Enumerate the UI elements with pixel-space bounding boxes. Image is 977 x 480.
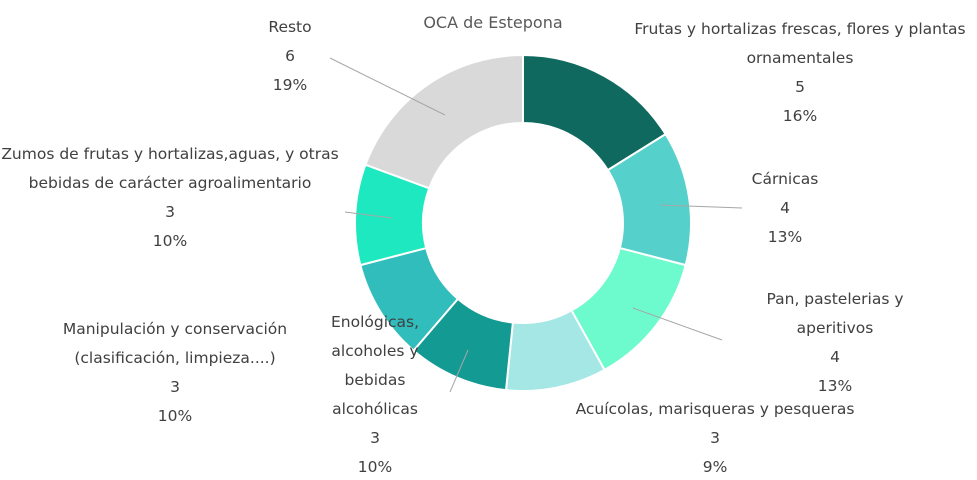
leader-line [344,211,393,219]
percent-label: 10% [157,407,193,425]
value-label: 5 [795,78,805,96]
value-label: 4 [780,199,790,217]
slice-label: Acuícolas, marisqueras y pesqueras 3 9% [530,395,900,480]
slice-label: Frutas y hortalizas frescas, flores y pl… [622,15,977,131]
percent-label: 9% [702,458,728,476]
slice-label: Pan, pastelerias y aperitivos 4 13% [735,285,935,401]
value-label: 3 [710,429,720,447]
percent-label: 13% [817,377,853,395]
chart-title: OCA de Estepona [423,13,563,32]
slice-label: Enológicas, alcoholes y bebidas alcohóli… [300,308,450,480]
value-label: 4 [830,348,840,366]
category-name: Frutas y hortalizas frescas, flores y pl… [634,20,966,67]
leader-line [659,204,743,209]
category-name: Manipulación y conservación (clasificaci… [62,320,288,367]
value-label: 3 [370,429,380,447]
value-label: 3 [170,378,180,396]
category-name: Zumos de frutas y hortalizas,aguas, y ot… [1,145,339,192]
category-name: Resto [268,18,312,36]
slice-label: Cárnicas 4 13% [715,165,855,252]
category-name: Enológicas, alcoholes y bebidas alcohóli… [330,313,420,418]
slice-label: Zumos de frutas y hortalizas,aguas, y ot… [0,140,340,256]
percent-label: 16% [782,107,818,125]
percent-label: 10% [357,458,393,476]
percent-label: 13% [767,228,803,246]
category-name: Pan, pastelerias y aperitivos [766,290,904,337]
slice-label: Resto 6 19% [245,13,335,100]
leader-line [329,57,446,116]
percent-label: 10% [152,232,188,250]
percent-label: 19% [272,76,308,94]
category-name: Acuícolas, marisqueras y pesqueras [575,400,855,418]
value-label: 6 [285,47,295,65]
category-name: Cárnicas [751,170,819,188]
slice-label: Manipulación y conservación (clasificaci… [35,315,315,431]
value-label: 3 [165,203,175,221]
slice [364,53,524,190]
leader-line [632,307,723,341]
leader-line [449,349,469,393]
